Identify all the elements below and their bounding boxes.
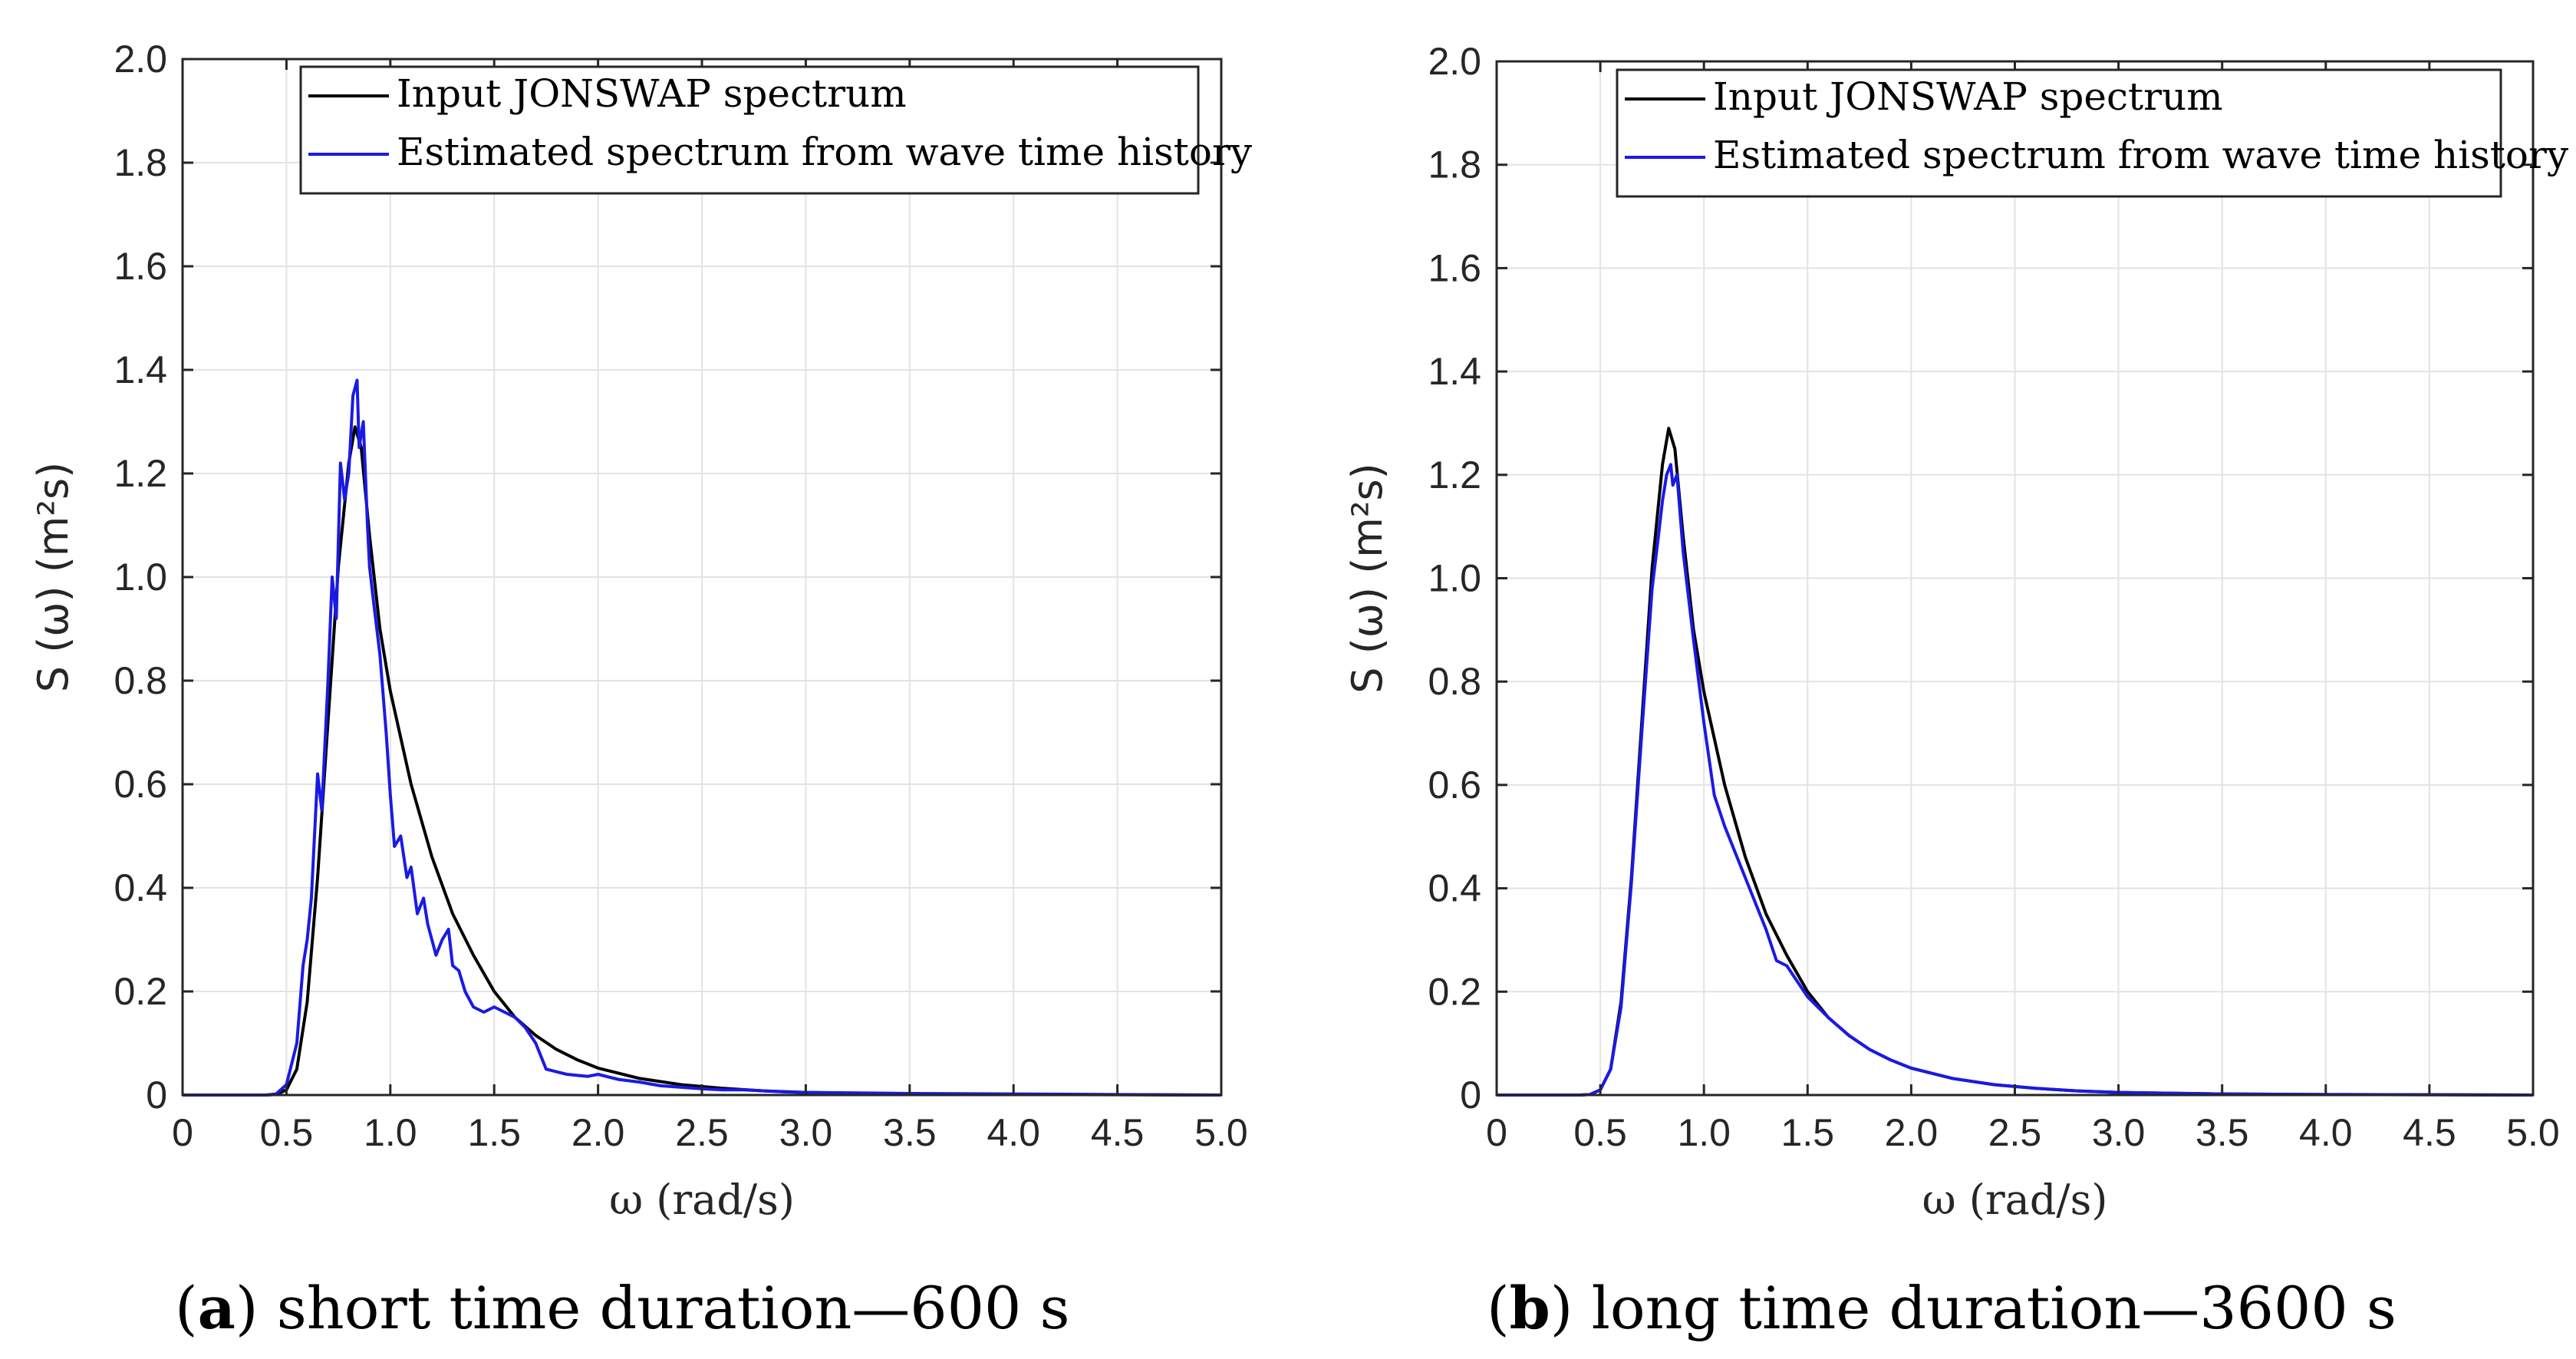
panel-b-xtick-label: 2.0 (1885, 1111, 1939, 1154)
panel-a-ytick-label: 1.8 (114, 141, 167, 184)
panel-b-xtick-label: 4.5 (2403, 1111, 2456, 1154)
panel-b-ytick-label: 0 (1460, 1074, 1481, 1117)
panel-b-xtick-label: 2.5 (1988, 1111, 2042, 1154)
panel-b-series-estimated (1497, 463, 2534, 1097)
panel-b-xtick-label: 3.0 (2092, 1111, 2146, 1154)
panel-a-xtick-label: 1.5 (467, 1111, 521, 1154)
panel-b-ytick-label: 0.2 (1428, 970, 1481, 1013)
panel-a-xtick-label: 0 (172, 1111, 193, 1154)
caption-b: (b) long time duration—3600 s (1487, 1274, 2396, 1342)
panel-a-ytick-label: 1.6 (114, 245, 167, 288)
panel-a-series-estimated (183, 378, 1222, 1097)
panel-a-ytick-label: 1.2 (114, 452, 167, 495)
panel-b-ytick-label: 0.8 (1428, 660, 1481, 703)
panel-b-ytick-label: 1.8 (1428, 143, 1481, 186)
panel-a-ytick-label: 0.8 (114, 659, 167, 702)
panel-b-legend-label: Input JONSWAP spectrum (1713, 74, 2223, 119)
panel-b-ytick-label: 1.2 (1428, 454, 1481, 496)
panel-a-legend-label: Estimated spectrum from wave time histor… (397, 130, 1253, 174)
panel-a-legend (299, 65, 1200, 195)
panel-b-ytick-label: 1.6 (1428, 246, 1481, 289)
caption-b-text: long time duration—3600 s (1573, 1274, 2396, 1342)
panel-a-ytick-label: 0.2 (114, 970, 167, 1013)
panel-a-xtick-label: 2.5 (675, 1111, 729, 1154)
panel-b-xtick-label: 1.0 (1677, 1111, 1731, 1154)
panel-b-xtick-label: 5.0 (2506, 1111, 2560, 1154)
panel-b-legend (1616, 68, 2502, 198)
panel-a-xlabel: ω (rad/s) (609, 1176, 795, 1224)
panel-a-legend-label: Input JONSWAP spectrum (397, 71, 907, 116)
panel-b-ylabel: S (ω) (m²s) (1343, 463, 1392, 693)
panel-b-xtick-label: 1.5 (1781, 1111, 1835, 1154)
panel-a-xtick-label: 0.5 (260, 1111, 314, 1154)
panel-b-xtick-label: 0.5 (1573, 1111, 1627, 1154)
panel-b-legend-label: Estimated spectrum from wave time histor… (1713, 133, 2569, 177)
caption-a-text: short time duration—600 s (258, 1274, 1070, 1342)
panel-a-xtick-label: 3.0 (779, 1111, 833, 1154)
caption-a: (a) short time duration—600 s (175, 1274, 1070, 1342)
panel-a-ytick-label: 0.4 (114, 866, 167, 909)
panel-a: 0 0.5 1.0 1.5 2.0 2.5 3.0 3.5 4.0 4.5 5.0 0 0.2 0.4 0.… (29, 38, 1253, 1224)
panel-b-xlabel: ω (rad/s) (1922, 1176, 2108, 1224)
panel-a-ylabel: S (ω) (m²s) (29, 462, 77, 692)
panel-b-xtick-label: 3.5 (2196, 1111, 2249, 1154)
panel-a-xtick-label: 1.0 (364, 1111, 417, 1154)
panel-a-xtick-label: 5.0 (1194, 1111, 1248, 1154)
panel-a-xtick-label: 4.5 (1091, 1111, 1145, 1154)
panel-b-ytick-label: 0.6 (1428, 764, 1481, 806)
panel-a-ytick-label: 0 (146, 1074, 167, 1117)
panel-b-ytick-label: 1.4 (1428, 350, 1481, 393)
panel-a-xtick-label: 4.0 (987, 1111, 1040, 1154)
panel-a-ytick-label: 1.0 (114, 556, 167, 599)
panel-a-ytick-label: 1.4 (114, 348, 167, 391)
panel-b: 0 0.5 1.0 1.5 2.0 2.5 3.0 3.5 4.0 4.5 5.0 0 0.2 0.4 0.… (1343, 40, 2569, 1224)
panel-b-xtick-label: 4.0 (2299, 1111, 2353, 1154)
panel-a-ytick-label: 0.6 (114, 763, 167, 806)
caption-b-label: b (1509, 1274, 1550, 1342)
panel-a-xtick-label: 3.5 (883, 1111, 937, 1154)
caption-a-label: a (197, 1274, 236, 1342)
panel-a-xtick-label: 2.0 (572, 1111, 625, 1154)
panel-b-ytick-label: 2.0 (1428, 40, 1481, 83)
panel-b-ytick-label: 1.0 (1428, 557, 1481, 600)
panel-b-xtick-label: 0 (1486, 1111, 1507, 1154)
panel-a-ytick-label: 2.0 (114, 38, 167, 81)
panel-b-ytick-label: 0.4 (1428, 867, 1481, 910)
